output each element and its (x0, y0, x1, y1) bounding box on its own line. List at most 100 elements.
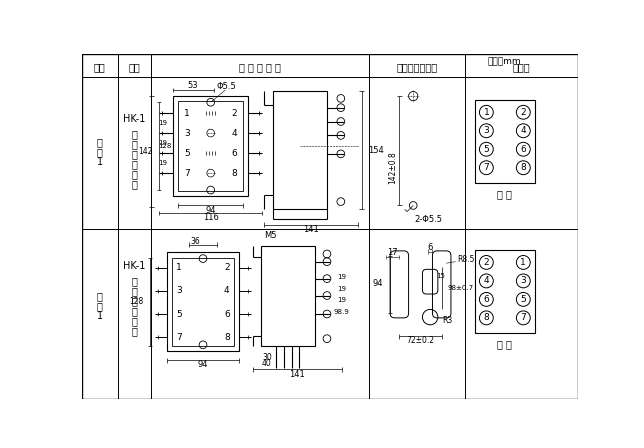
Text: 2: 2 (520, 108, 526, 117)
Text: 安装开孔尺寸图: 安装开孔尺寸图 (397, 63, 438, 73)
Text: 141: 141 (303, 225, 319, 234)
Text: 1: 1 (97, 157, 103, 168)
Text: 15: 15 (436, 273, 445, 279)
Bar (261, 246, 315, 346)
Text: 4: 4 (520, 126, 526, 135)
Text: 7: 7 (484, 163, 489, 172)
Text: R3: R3 (442, 316, 453, 325)
Text: 3: 3 (184, 129, 190, 138)
Bar (173, 96, 249, 196)
Text: 1: 1 (184, 108, 190, 117)
Text: 30: 30 (262, 353, 272, 362)
Text: 19: 19 (337, 297, 346, 303)
Text: 附: 附 (97, 291, 103, 302)
Text: 40: 40 (262, 359, 272, 368)
Text: 3: 3 (520, 276, 526, 285)
Text: 116: 116 (203, 213, 218, 222)
Text: 图: 图 (97, 147, 103, 157)
Text: 6: 6 (232, 149, 238, 158)
Text: 1: 1 (484, 108, 489, 117)
Text: 凸: 凸 (131, 276, 137, 286)
Text: 128: 128 (158, 143, 172, 149)
Text: 94: 94 (373, 280, 383, 289)
Text: 19: 19 (337, 274, 346, 280)
Text: 5: 5 (184, 149, 190, 158)
Text: 出: 出 (131, 286, 137, 296)
Text: 2-Φ5.5: 2-Φ5.5 (415, 215, 442, 224)
Text: 单位：mm: 单位：mm (488, 57, 521, 66)
Text: 5: 5 (484, 145, 489, 154)
Text: 128: 128 (129, 297, 144, 306)
Text: 前: 前 (131, 159, 137, 170)
Text: 5: 5 (176, 310, 182, 319)
Text: 4: 4 (484, 276, 489, 285)
Text: 出: 出 (131, 140, 137, 150)
Text: 2: 2 (224, 263, 230, 272)
Text: 154: 154 (368, 146, 384, 155)
Text: 94: 94 (205, 206, 216, 215)
Text: 142: 142 (138, 147, 153, 156)
Text: 141: 141 (289, 370, 305, 379)
Text: 附: 附 (97, 137, 103, 147)
Bar (475, 100, 535, 183)
Text: 8: 8 (224, 332, 230, 342)
Text: 背 视: 背 视 (497, 339, 512, 349)
Text: 线: 线 (131, 180, 137, 190)
Text: 19: 19 (158, 120, 167, 126)
Text: 3: 3 (176, 286, 182, 295)
Text: Φ5.5: Φ5.5 (217, 82, 237, 91)
Text: 6: 6 (484, 295, 489, 304)
Text: 6: 6 (520, 145, 526, 154)
Text: 5: 5 (520, 295, 526, 304)
Text: 7: 7 (520, 313, 526, 323)
Text: 19: 19 (158, 160, 167, 166)
Text: 7: 7 (176, 332, 182, 342)
Text: 4: 4 (232, 129, 238, 138)
Text: 端子图: 端子图 (512, 63, 530, 73)
Text: 式: 式 (131, 150, 137, 159)
Bar (273, 90, 327, 209)
Text: 1: 1 (176, 263, 182, 272)
Text: 接: 接 (131, 170, 137, 180)
Text: 53: 53 (187, 81, 198, 90)
Text: 6: 6 (224, 310, 230, 319)
Text: 图号: 图号 (94, 63, 106, 73)
Text: 2: 2 (484, 258, 489, 267)
Bar (167, 252, 239, 351)
Text: 1: 1 (520, 258, 526, 267)
Text: HK-1: HK-1 (123, 260, 146, 271)
Text: 图: 图 (97, 302, 103, 311)
Text: 7: 7 (184, 168, 190, 177)
Text: 后: 后 (131, 306, 137, 316)
Text: 6: 6 (428, 243, 433, 252)
Text: 8: 8 (484, 313, 489, 323)
Text: 98±0.7: 98±0.7 (447, 285, 473, 291)
Bar (475, 250, 535, 333)
Bar (178, 102, 243, 191)
Text: 凸: 凸 (131, 129, 137, 140)
Text: HK-1: HK-1 (123, 114, 146, 124)
Text: 19: 19 (158, 140, 167, 146)
Text: 36: 36 (191, 237, 200, 246)
Text: 98.9: 98.9 (334, 309, 350, 314)
Text: R8.5: R8.5 (457, 255, 475, 264)
Text: 142±0.8: 142±0.8 (389, 151, 398, 184)
Text: 8: 8 (232, 168, 238, 177)
Text: 线: 线 (131, 326, 137, 336)
Text: 8: 8 (520, 163, 526, 172)
Text: 接: 接 (131, 316, 137, 326)
Text: 结构: 结构 (129, 63, 140, 73)
Text: 94: 94 (198, 360, 208, 369)
Text: 17: 17 (387, 248, 398, 257)
Text: 72±0.2: 72±0.2 (406, 336, 434, 345)
Text: 2: 2 (232, 108, 238, 117)
Bar (172, 258, 234, 345)
Text: 前 视: 前 视 (497, 189, 512, 199)
Text: 外 形 尺 寸 图: 外 形 尺 寸 图 (239, 63, 281, 73)
Text: 19: 19 (337, 286, 346, 292)
Text: 1: 1 (97, 311, 103, 321)
Text: 3: 3 (484, 126, 489, 135)
Text: 式: 式 (131, 296, 137, 306)
Text: 4: 4 (224, 286, 230, 295)
Text: M5: M5 (264, 231, 276, 240)
